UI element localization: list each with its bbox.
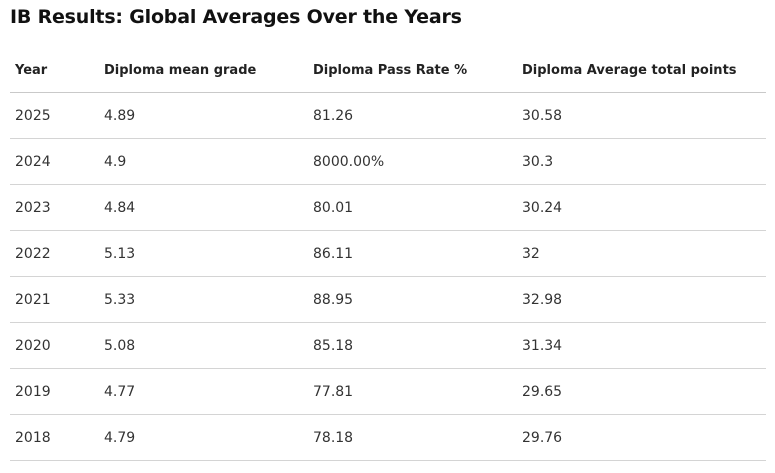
cell-mean-grade: 4.77: [99, 368, 308, 415]
table-row: 2025 4.89 81.26 30.58: [10, 92, 766, 139]
table-row: 2019 4.77 77.81 29.65: [10, 368, 766, 415]
table-row: 2022 5.13 86.11 32: [10, 230, 766, 277]
header-row: Year Diploma mean grade Diploma Pass Rat…: [10, 48, 766, 93]
cell-mean-grade: 5.13: [99, 230, 308, 277]
results-table: Year Diploma mean grade Diploma Pass Rat…: [10, 48, 766, 461]
header-pass-rate: Diploma Pass Rate %: [308, 48, 517, 93]
cell-year: 2025: [10, 92, 99, 139]
table-row: 2018 4.79 78.18 29.76: [10, 414, 766, 461]
cell-mean-grade: 5.08: [99, 322, 308, 369]
header-year: Year: [10, 48, 99, 93]
cell-pass-rate: 78.18: [308, 414, 517, 461]
cell-total-points: 29.65: [517, 368, 766, 415]
cell-year: 2022: [10, 230, 99, 277]
cell-pass-rate: 88.95: [308, 276, 517, 323]
cell-mean-grade: 4.84: [99, 184, 308, 231]
table-row: 2024 4.9 8000.00% 30.3: [10, 138, 766, 185]
cell-year: 2021: [10, 276, 99, 323]
cell-total-points: 32.98: [517, 276, 766, 323]
cell-total-points: 32: [517, 230, 766, 277]
cell-pass-rate: 8000.00%: [308, 138, 517, 185]
table-row: 2023 4.84 80.01 30.24: [10, 184, 766, 231]
header-total-points: Diploma Average total points: [517, 48, 766, 93]
cell-total-points: 31.34: [517, 322, 766, 369]
cell-year: 2019: [10, 368, 99, 415]
cell-pass-rate: 85.18: [308, 322, 517, 369]
cell-mean-grade: 4.79: [99, 414, 308, 461]
cell-mean-grade: 5.33: [99, 276, 308, 323]
header-mean-grade: Diploma mean grade: [99, 48, 308, 93]
cell-total-points: 30.24: [517, 184, 766, 231]
table-row: 2020 5.08 85.18 31.34: [10, 322, 766, 369]
cell-pass-rate: 77.81: [308, 368, 517, 415]
table-body: 2025 4.89 81.26 30.58 2024 4.9 8000.00% …: [10, 92, 766, 461]
cell-pass-rate: 81.26: [308, 92, 517, 139]
cell-year: 2020: [10, 322, 99, 369]
cell-pass-rate: 86.11: [308, 230, 517, 277]
cell-total-points: 30.58: [517, 92, 766, 139]
page-title: IB Results: Global Averages Over the Yea…: [10, 6, 462, 28]
cell-year: 2023: [10, 184, 99, 231]
cell-year: 2018: [10, 414, 99, 461]
cell-mean-grade: 4.89: [99, 92, 308, 139]
table-row: 2021 5.33 88.95 32.98: [10, 276, 766, 323]
cell-pass-rate: 80.01: [308, 184, 517, 231]
cell-mean-grade: 4.9: [99, 138, 308, 185]
cell-total-points: 30.3: [517, 138, 766, 185]
table-header: Year Diploma mean grade Diploma Pass Rat…: [10, 48, 766, 93]
cell-total-points: 29.76: [517, 414, 766, 461]
cell-year: 2024: [10, 138, 99, 185]
